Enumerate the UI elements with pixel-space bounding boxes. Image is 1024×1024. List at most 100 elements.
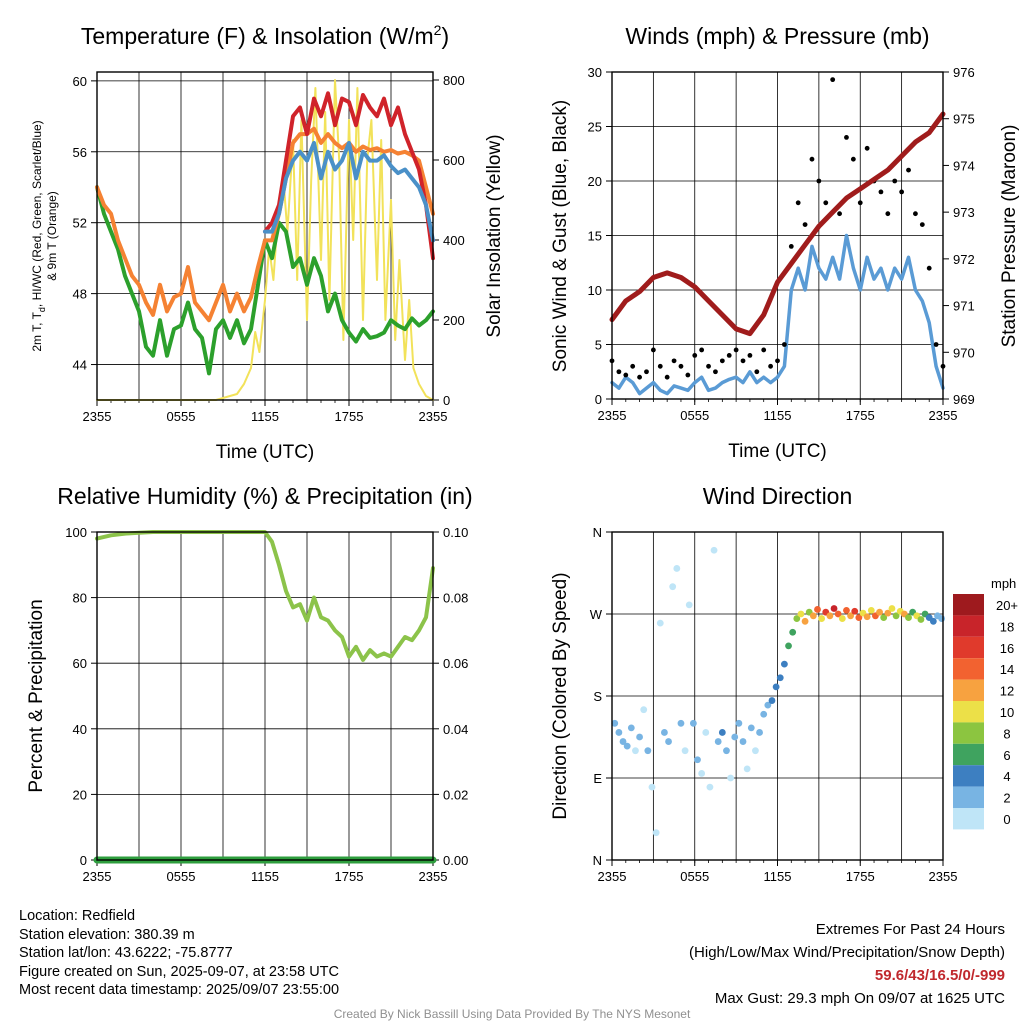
panel-title: Temperature (F) & Insolation (W/m2) xyxy=(81,22,449,49)
gust-point xyxy=(657,363,663,369)
y2-tick-label: 0.00 xyxy=(443,853,468,868)
y-axis-label-part: , HI/WC (Red, Green, Scarlet/Blue) xyxy=(30,120,44,307)
gust-point xyxy=(933,342,939,347)
direction-point xyxy=(702,729,710,736)
x-tick-label: 0555 xyxy=(680,408,709,423)
direction-point xyxy=(652,829,660,837)
legend-title: mph xyxy=(991,576,1016,591)
y-tick-label: 100 xyxy=(65,525,87,540)
y2-tick-label: 0.02 xyxy=(443,787,468,802)
gust-point xyxy=(788,244,794,249)
gust-point xyxy=(878,189,884,195)
grid-lines xyxy=(97,531,433,861)
gust-point xyxy=(740,358,746,364)
gust-point xyxy=(926,265,932,271)
gust-point xyxy=(850,156,856,162)
direction-point xyxy=(764,701,772,709)
direction-point xyxy=(830,605,838,612)
gust-point xyxy=(837,211,842,217)
y2-tick-label: 970 xyxy=(953,345,975,360)
y-axis-label: Sonic Wind & Gust (Blue, Black) xyxy=(550,100,571,372)
y2-tick-label: 973 xyxy=(953,205,975,220)
extremes-panel: Extremes For Past 24 Hours (High/Low/Max… xyxy=(689,918,1005,1010)
direction-point xyxy=(938,615,946,622)
direction-point xyxy=(706,783,714,791)
panel-title: Wind Direction xyxy=(703,483,853,509)
y-tick-label: 52 xyxy=(73,216,87,231)
direction-point xyxy=(627,724,635,732)
direction-point xyxy=(847,612,854,620)
plot-frame xyxy=(611,71,944,400)
legend-swatch xyxy=(953,594,984,616)
legend-swatch xyxy=(953,636,984,659)
gust-point xyxy=(795,200,801,206)
direction-point xyxy=(756,729,763,736)
gust-point xyxy=(857,200,863,206)
legend-label: 0 xyxy=(1003,812,1010,827)
direction-point xyxy=(718,729,726,736)
x-tick-label: 0555 xyxy=(167,869,196,884)
y-axis-label-part: 2m T, T xyxy=(30,311,44,351)
gust-point xyxy=(802,222,808,228)
plot-frame xyxy=(96,531,434,861)
gust-point xyxy=(823,200,829,206)
title-superscript: 2 xyxy=(434,22,442,38)
direction-point xyxy=(768,697,776,704)
y2-tick-label: 972 xyxy=(953,252,975,267)
gust-point xyxy=(781,342,787,347)
y-tick-label: 44 xyxy=(73,358,87,373)
y-tick-label: 5 xyxy=(595,338,602,353)
speed-legend: mph 20+ 18 16 14 12 10 8 6 4 2 0 xyxy=(953,576,1018,830)
y2-tick-label: 976 xyxy=(953,65,975,80)
x-tick-label: 2355 xyxy=(598,869,627,884)
direction-point xyxy=(793,615,801,622)
x-tick-label: 1155 xyxy=(764,869,792,884)
station-location: Location: Redfield xyxy=(19,908,136,924)
direction-point xyxy=(838,615,846,622)
x-tick-label: 2355 xyxy=(83,869,112,884)
legend-swatch xyxy=(953,658,984,680)
direction-point xyxy=(747,724,755,732)
x-tick-label: 2355 xyxy=(83,409,112,424)
y-tick-label: 20 xyxy=(588,174,602,189)
gust-point xyxy=(906,167,911,173)
x-tick-label: 2355 xyxy=(929,408,958,423)
legend-swatch xyxy=(953,615,984,637)
direction-point xyxy=(876,608,883,616)
sonic-wind-line xyxy=(610,233,945,396)
direction-point xyxy=(797,610,805,618)
y2-tick-label: 971 xyxy=(953,299,975,314)
plot-frame xyxy=(96,71,434,401)
gust-point xyxy=(809,156,815,162)
panel-title: Winds (mph) & Pressure (mb) xyxy=(625,23,929,49)
legend-label: 16 xyxy=(1000,641,1014,656)
x-tick-label: 2355 xyxy=(598,408,627,423)
direction-point xyxy=(743,765,751,773)
panel-2: 2355 0555 1155 1755 235505101520253096997097… xyxy=(550,23,1020,462)
y2-tick-label: 0.08 xyxy=(443,591,468,606)
y-tick-label: 60 xyxy=(73,74,87,89)
legend-label: 6 xyxy=(1003,748,1010,763)
legend-swatch xyxy=(953,701,984,723)
y-axis-label-line2: & 9m T (Orange) xyxy=(45,191,59,281)
plot-frame xyxy=(611,531,944,861)
gust-point xyxy=(719,358,725,364)
gust-point xyxy=(864,145,870,151)
y2-tick-label: 200 xyxy=(443,313,465,328)
direction-point xyxy=(619,738,627,745)
x-tick-label: 0555 xyxy=(167,409,196,424)
y-axis-label-line1: 2m T, Td, HI/WC (Red, Green, Scarlet/Blu… xyxy=(30,120,47,351)
direction-point xyxy=(632,747,639,755)
x-axis-label: Time (UTC) xyxy=(216,442,315,463)
direction-point xyxy=(611,719,619,727)
direction-point xyxy=(739,738,747,745)
extremes-subtitle: (High/Low/Max Wind/Precipitation/Snow De… xyxy=(689,944,1005,961)
y-tick-label: 80 xyxy=(73,591,87,606)
station-latlon: Station lat/lon: 43.6222; -75.8777 xyxy=(19,945,233,961)
x-tick-label: 1755 xyxy=(335,409,364,424)
y-tick-label: 30 xyxy=(588,65,602,80)
y-tick-label: 48 xyxy=(73,287,87,302)
y-axis-label-part: d xyxy=(37,307,47,312)
y-tick-label: N xyxy=(593,525,602,540)
